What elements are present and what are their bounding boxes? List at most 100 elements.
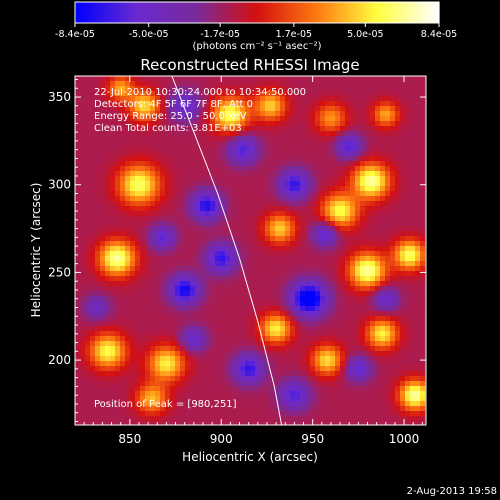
heatmap-cell xyxy=(190,246,196,252)
heatmap-cell xyxy=(315,176,321,182)
heatmap-cell xyxy=(80,296,86,302)
heatmap-cell xyxy=(405,206,411,212)
heatmap-cell xyxy=(150,336,156,342)
heatmap-cell xyxy=(140,301,146,307)
heatmap-cell xyxy=(75,346,81,352)
heatmap-cell xyxy=(240,281,246,287)
heatmap-cell xyxy=(295,161,301,167)
heatmap-cell xyxy=(315,281,321,287)
heatmap-cell xyxy=(225,396,231,402)
heatmap-cell xyxy=(240,291,246,297)
heatmap-cell xyxy=(75,381,81,387)
heatmap-cell xyxy=(120,411,126,417)
heatmap-cell xyxy=(170,101,176,107)
heatmap-cell xyxy=(240,246,246,252)
heatmap-cell xyxy=(180,316,186,322)
heatmap-cell xyxy=(145,351,151,357)
heatmap-cell xyxy=(105,136,111,142)
heatmap-cell xyxy=(105,221,111,227)
heatmap-cell xyxy=(175,276,181,282)
heatmap-cell xyxy=(100,276,106,282)
heatmap-cell xyxy=(185,76,191,82)
heatmap-cell xyxy=(250,81,256,87)
heatmap-cell xyxy=(225,176,231,182)
heatmap-cell xyxy=(125,201,131,207)
heatmap-cell xyxy=(115,326,121,332)
heatmap-cell xyxy=(345,356,351,362)
heatmap-cell xyxy=(240,106,246,112)
heatmap-cell xyxy=(260,336,266,342)
heatmap-cell xyxy=(185,176,191,182)
heatmap-cell xyxy=(285,211,291,217)
heatmap-cell xyxy=(300,376,306,382)
heatmap-cell xyxy=(150,166,156,172)
heatmap-cell xyxy=(280,216,286,222)
heatmap-cell xyxy=(315,356,321,362)
heatmap-cell xyxy=(355,346,361,352)
heatmap-cell xyxy=(320,231,326,237)
heatmap-cell xyxy=(245,296,251,302)
heatmap-cell xyxy=(200,86,206,92)
heatmap-cell xyxy=(375,251,381,257)
heatmap-cell xyxy=(140,321,146,327)
heatmap-cell xyxy=(295,331,301,337)
heatmap-cell xyxy=(145,321,151,327)
heatmap-cell xyxy=(300,301,306,307)
heatmap-cell xyxy=(135,246,141,252)
colorbar xyxy=(74,1,440,24)
heatmap-cell xyxy=(380,236,386,242)
heatmap-cell xyxy=(385,191,391,197)
heatmap-cell xyxy=(180,146,186,152)
heatmap-cell xyxy=(320,236,326,242)
heatmap-cell xyxy=(250,346,256,352)
heatmap-cell xyxy=(370,411,376,417)
heatmap-cell xyxy=(175,306,181,312)
heatmap-cell xyxy=(125,96,131,102)
heatmap-cell xyxy=(300,186,306,192)
heatmap-cell xyxy=(120,331,126,337)
heatmap-cell xyxy=(345,221,351,227)
heatmap-cell xyxy=(285,381,291,387)
heatmap-cell xyxy=(210,251,216,257)
heatmap-cell xyxy=(295,146,301,152)
heatmap-cell xyxy=(280,276,286,282)
heatmap-cell xyxy=(340,286,346,292)
heatmap-cell xyxy=(150,411,156,417)
heatmap-cell xyxy=(105,181,111,187)
heatmap-cell xyxy=(290,171,296,177)
heatmap-cell xyxy=(255,381,261,387)
heatmap-cell xyxy=(215,396,221,402)
heatmap-cell xyxy=(260,236,266,242)
heatmap-cell xyxy=(415,371,421,377)
heatmap-cell xyxy=(415,336,421,342)
heatmap-cell xyxy=(190,171,196,177)
heatmap-cell xyxy=(360,246,366,252)
heatmap-cell xyxy=(295,91,301,97)
heatmap-cell xyxy=(235,206,241,212)
heatmap-cell xyxy=(230,296,236,302)
heatmap-cell xyxy=(285,166,291,172)
heatmap-cell xyxy=(145,81,151,87)
heatmap-cell xyxy=(355,196,361,202)
heatmap-cell xyxy=(170,261,176,267)
heatmap-cell xyxy=(140,356,146,362)
heatmap-cell xyxy=(305,386,311,392)
heatmap-cell xyxy=(75,146,81,152)
heatmap-cell xyxy=(310,181,316,187)
heatmap-cell xyxy=(295,326,301,332)
heatmap-cell xyxy=(420,376,426,382)
heatmap-cell xyxy=(405,361,411,367)
heatmap-cell xyxy=(225,356,231,362)
heatmap-cell xyxy=(410,276,416,282)
heatmap-cell xyxy=(105,301,111,307)
heatmap-cell xyxy=(205,176,211,182)
heatmap-cell xyxy=(225,316,231,322)
heatmap-cell xyxy=(85,256,91,262)
heatmap-cell xyxy=(305,291,311,297)
heatmap-cell xyxy=(100,391,106,397)
heatmap-cell xyxy=(145,406,151,412)
heatmap-cell xyxy=(335,191,341,197)
heatmap-cell xyxy=(335,156,341,162)
heatmap-cell xyxy=(265,306,271,312)
heatmap-cell xyxy=(305,331,311,337)
